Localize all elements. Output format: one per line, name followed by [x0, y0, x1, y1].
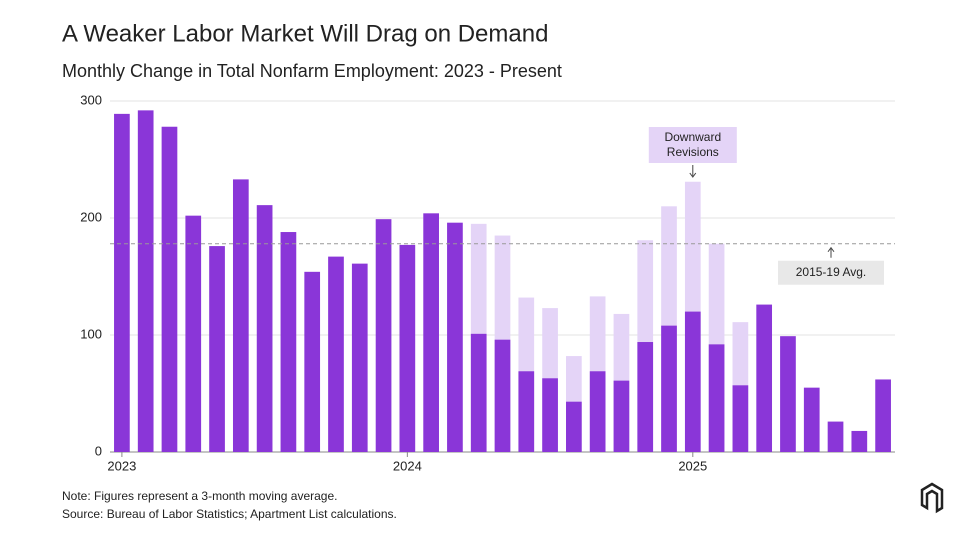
bar: [542, 378, 558, 452]
bar: [328, 256, 344, 452]
y-tick-label: 200: [80, 209, 102, 224]
bar: [732, 385, 749, 452]
x-tick-label: 2024: [393, 458, 422, 473]
bar: [185, 215, 202, 452]
bar: [280, 232, 297, 452]
reference-arrowhead: [827, 246, 835, 253]
bar: [470, 333, 487, 452]
bar: [399, 244, 416, 452]
bar: [423, 213, 439, 452]
y-tick-label: 0: [95, 443, 102, 458]
bar: [851, 430, 868, 452]
bar: [304, 271, 321, 452]
x-tick-label: 2025: [678, 458, 707, 473]
bar: [566, 401, 582, 452]
note: Note: Figures represent a 3-month moving…: [62, 489, 337, 503]
bar: [137, 110, 154, 453]
bar: [589, 371, 606, 452]
bar: [209, 246, 225, 452]
bar: [447, 222, 463, 452]
bar: [256, 205, 273, 452]
bar: [780, 336, 796, 452]
bar: [827, 421, 844, 452]
bar: [613, 380, 630, 452]
logo: [920, 482, 944, 514]
bar: [375, 219, 392, 452]
annotation-text: Downward: [664, 130, 721, 144]
bar: [661, 325, 677, 452]
reference-label-box: [778, 260, 884, 285]
chart-subtitle: Monthly Change in Total Nonfarm Employme…: [62, 61, 562, 81]
annotation-arrowhead: [689, 172, 697, 178]
y-tick-label: 300: [80, 92, 102, 107]
bar: [351, 263, 368, 452]
bar: [756, 304, 773, 452]
chart-title: A Weaker Labor Market Will Drag on Deman…: [62, 20, 548, 47]
bar: [637, 342, 654, 452]
annotation-box: [648, 127, 737, 163]
reference-label: 2015-19 Avg.: [796, 265, 867, 279]
annotation-text: Revisions: [667, 145, 719, 159]
bar: [708, 344, 725, 452]
bar: [114, 113, 130, 453]
x-tick-label: 2023: [107, 458, 136, 473]
y-tick-label: 100: [80, 326, 102, 341]
bar: [494, 339, 511, 452]
source: Source: Bureau of Labor Statistics; Apar…: [62, 507, 397, 521]
bar: [232, 179, 249, 452]
bar: [684, 311, 701, 452]
bar: [803, 387, 820, 452]
bar: [518, 371, 535, 452]
bar: [161, 126, 178, 453]
bar: [875, 379, 891, 452]
